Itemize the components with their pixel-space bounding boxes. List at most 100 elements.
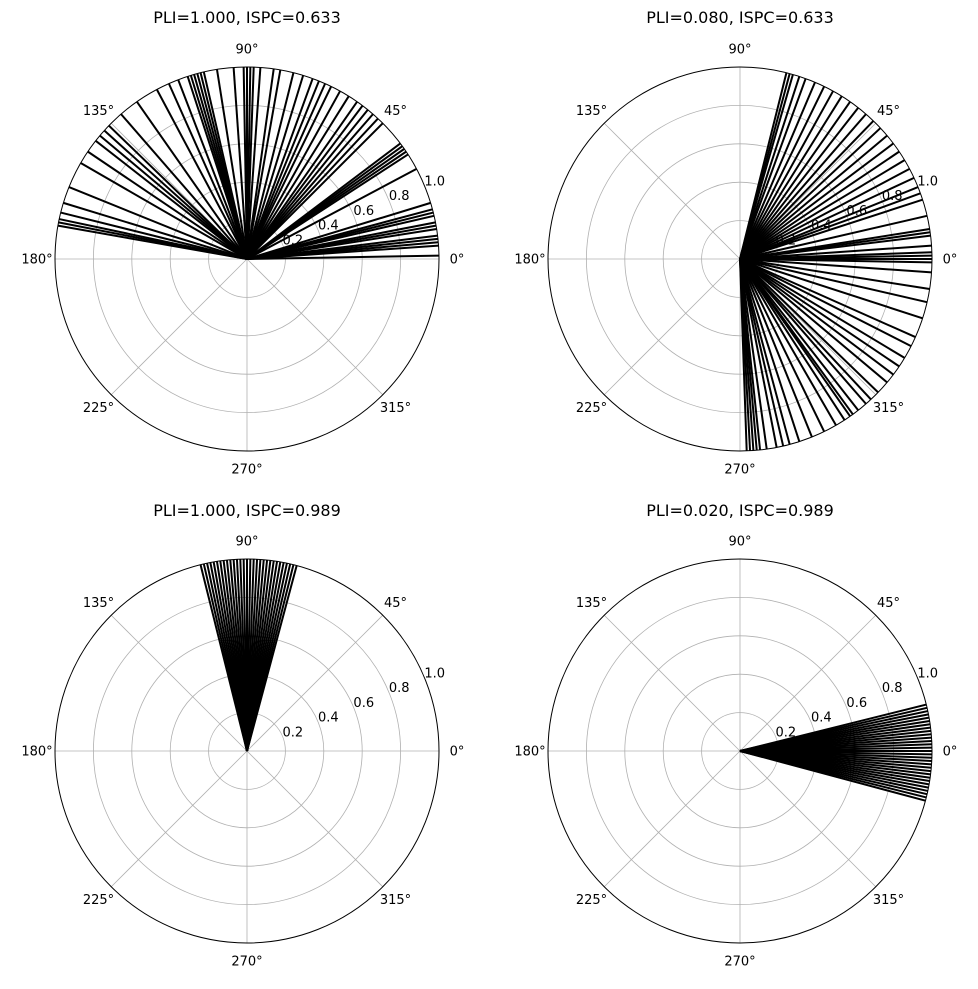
phase-vector <box>739 703 927 752</box>
panel-title: PLI=0.080, ISPC=0.633 <box>646 8 834 27</box>
angle-tick-label: 180° <box>514 745 545 760</box>
phase-vector <box>739 244 932 260</box>
phase-vector <box>120 113 248 260</box>
phase-vector <box>246 72 295 260</box>
phase-vector <box>57 224 248 260</box>
phase-vector <box>739 113 867 260</box>
phase-vector <box>60 211 248 260</box>
angle-tick-label: 270° <box>231 463 262 478</box>
phase-vector <box>246 78 314 260</box>
angle-tick-label: 270° <box>724 463 755 478</box>
angular-gridline <box>739 750 877 888</box>
phase-vector <box>246 113 374 260</box>
angle-tick-label: 90° <box>235 43 258 58</box>
radial-tick-label: 0.6 <box>846 204 867 219</box>
phase-vector <box>167 83 248 260</box>
angle-tick-label: 180° <box>21 745 52 760</box>
phase-vector <box>246 221 436 260</box>
phase-vector <box>739 258 785 447</box>
phase-vector <box>739 192 921 260</box>
phase-vector <box>739 258 888 384</box>
phase-vector <box>186 76 248 260</box>
phase-vector <box>739 258 846 421</box>
phase-vector <box>246 105 364 260</box>
phase-vector <box>246 234 438 260</box>
angle-tick-label: 315° <box>873 401 904 416</box>
angle-tick-label: 90° <box>728 43 751 58</box>
angular-gridline <box>246 750 384 888</box>
phase-vector <box>739 258 894 376</box>
angular-gridline <box>603 258 741 396</box>
phase-vector <box>177 79 248 260</box>
phase-vector <box>739 72 788 260</box>
phase-vector <box>63 201 248 260</box>
phase-vector <box>739 258 859 411</box>
angle-tick-label: 180° <box>21 253 52 268</box>
radial-tick-label: 1.0 <box>424 175 445 190</box>
phase-vector <box>739 258 906 359</box>
phase-vector <box>739 107 859 260</box>
angular-gridline <box>110 750 248 888</box>
phase-vector <box>739 258 801 442</box>
phase-vector <box>739 95 843 260</box>
phase-vector <box>232 67 248 260</box>
phase-vector <box>739 258 826 433</box>
phase-vector <box>108 124 248 260</box>
phase-vector <box>739 258 762 451</box>
phase-vector <box>246 167 417 260</box>
phase-vector <box>739 258 867 405</box>
angle-tick-label: 90° <box>728 535 751 550</box>
phase-vector <box>136 101 248 260</box>
phase-vector <box>739 176 915 260</box>
phase-vector <box>246 83 327 260</box>
phase-vector <box>739 134 888 260</box>
phase-vector <box>155 89 248 260</box>
phase-vector <box>103 129 248 260</box>
phase-vector <box>246 254 439 260</box>
phase-vector <box>199 564 248 752</box>
phase-vector <box>215 69 248 260</box>
phase-vector <box>739 258 813 438</box>
polar-panel-2: PLI=0.080, ISPC=0.633 0° 45° 90° 135° 180° 22… <box>514 8 957 478</box>
polar-panel-1: PLI=1.000, ISPC=0.633 0° 45° 90° 135° 180° 22… <box>21 8 464 478</box>
angle-tick-label: 0° <box>450 253 465 268</box>
radial-tick-label: 0.2 <box>282 725 303 740</box>
angle-tick-label: 315° <box>873 893 904 908</box>
phase-vector <box>246 67 262 260</box>
phase-vector <box>246 75 305 260</box>
phase-vector <box>739 127 882 260</box>
phase-vector <box>246 208 433 260</box>
radial-tick-label: 0.6 <box>353 696 374 711</box>
phase-vector <box>246 117 379 260</box>
panel-title: PLI=1.000, ISPC=0.989 <box>153 501 341 520</box>
phase-vector <box>95 140 248 260</box>
phase-vector <box>246 90 341 260</box>
phase-vector <box>739 258 768 450</box>
panel-title: PLI=0.020, ISPC=0.989 <box>646 501 834 520</box>
radial-tick-label: 0.2 <box>775 725 796 740</box>
angle-tick-label: 270° <box>231 955 262 970</box>
phase-vector <box>739 258 923 320</box>
phase-vector <box>739 76 801 260</box>
angular-gridline <box>603 614 741 752</box>
phase-vector <box>246 101 358 260</box>
polar-panel-4: PLI=0.020, ISPC=0.989 0° 45° 90° 135° 180° 22… <box>514 501 957 970</box>
angular-gridline <box>110 258 248 396</box>
radial-tick-label: 0.6 <box>353 204 374 219</box>
phase-vector <box>739 258 837 426</box>
angle-tick-label: 180° <box>514 253 545 268</box>
radial-tick-label: 0.8 <box>389 681 410 696</box>
phase-vector <box>246 142 401 260</box>
phase-vector <box>739 142 894 260</box>
angle-tick-label: 225° <box>83 401 114 416</box>
phase-vector <box>739 258 872 401</box>
polar-panel-3: PLI=1.000, ISPC=0.989 0° 45° 90° 135° 180° 22… <box>21 501 464 970</box>
angle-tick-label: 0° <box>943 253 958 268</box>
radial-tick-label: 0.6 <box>846 696 867 711</box>
radial-tick-label: 1.0 <box>917 175 938 190</box>
radial-tick-label: 0.8 <box>389 189 410 204</box>
angle-tick-label: 315° <box>380 893 411 908</box>
radial-tick-label: 0.4 <box>811 711 832 726</box>
angular-gridline <box>739 614 877 752</box>
phase-vector <box>739 258 930 291</box>
